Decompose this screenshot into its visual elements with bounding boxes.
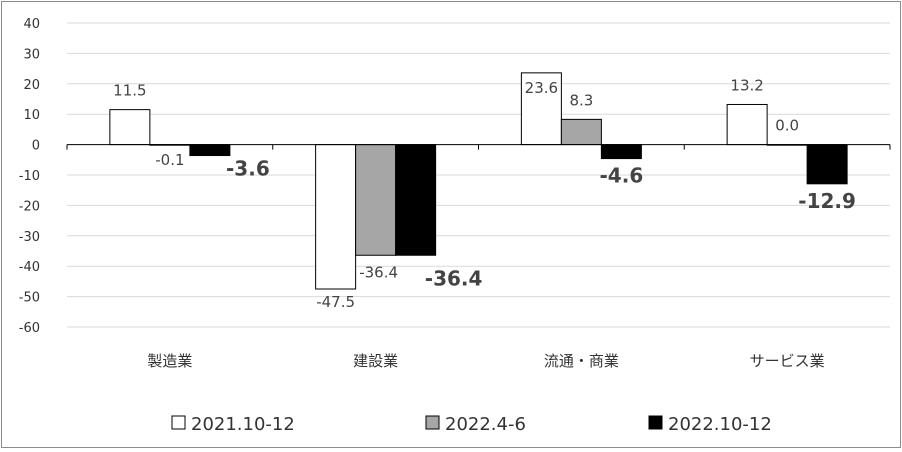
y-tick-label: 30 <box>23 47 40 62</box>
bar-1-1 <box>109 109 151 146</box>
category-label: 製造業 <box>147 352 192 370</box>
data-label: 23.6 <box>525 79 558 97</box>
data-label: -0.1 <box>155 151 184 169</box>
legend-swatch <box>425 415 440 430</box>
y-tick-label: -10 <box>19 169 40 184</box>
bar-3-2 <box>395 144 437 256</box>
y-tick-label: -50 <box>19 291 40 306</box>
data-label: -36.4 <box>425 266 483 290</box>
y-tick-label: -30 <box>19 230 40 245</box>
bar-2-2 <box>355 144 397 256</box>
y-tick-label: 10 <box>23 108 40 123</box>
y-tick-label: -20 <box>19 199 40 214</box>
category-label: 流通・商業 <box>544 352 619 370</box>
bar-3-3 <box>600 144 642 160</box>
bar-3-4 <box>806 144 848 185</box>
y-tick-label: -40 <box>19 260 40 275</box>
category-label: サービス業 <box>750 352 825 370</box>
gridlines <box>67 22 890 328</box>
legend-swatch <box>648 415 663 430</box>
data-label: 0.0 <box>775 117 799 135</box>
data-label: -36.4 <box>359 263 398 281</box>
data-label: 11.5 <box>113 82 146 100</box>
bar-1-2 <box>315 144 357 290</box>
x-axis <box>66 144 891 150</box>
data-labels: 11.5-0.1 -3.6-47.5-36.4 -36.423.68.3-4.613… <box>113 76 856 311</box>
bar-2-3 <box>560 118 602 146</box>
category-label: 建設業 <box>353 352 398 370</box>
legend-swatch <box>171 415 186 430</box>
data-label: -3.6 <box>226 157 270 181</box>
data-label: -12.9 <box>798 189 856 213</box>
legend-label: 2022.10-12 <box>668 414 772 435</box>
legend-label: 2021.10-12 <box>191 414 295 435</box>
bar-1-3 <box>520 72 562 146</box>
y-tick-label: -60 <box>19 321 40 336</box>
legend-label: 2022.4-6 <box>445 414 526 435</box>
data-label: 13.2 <box>730 76 763 94</box>
y-tick-label: 20 <box>23 78 40 93</box>
category-labels: 製造業 建設業 流通・商業 サービス業 <box>147 352 824 370</box>
bar-3-1 <box>189 144 231 157</box>
data-label: -4.6 <box>600 164 644 188</box>
bars <box>109 72 848 290</box>
data-label: -47.5 <box>316 293 355 311</box>
y-axis-ticks: 40 30 20 10 0 -10 -20 -30 -40 -50 -60 <box>19 17 40 336</box>
legend: 2021.10-12 2022.4-6 2022.10-12 <box>171 414 772 435</box>
bar-1-4 <box>726 103 768 146</box>
data-label: 8.3 <box>569 91 593 109</box>
y-tick-label: 0 <box>32 139 40 154</box>
y-tick-label: 40 <box>23 17 40 32</box>
